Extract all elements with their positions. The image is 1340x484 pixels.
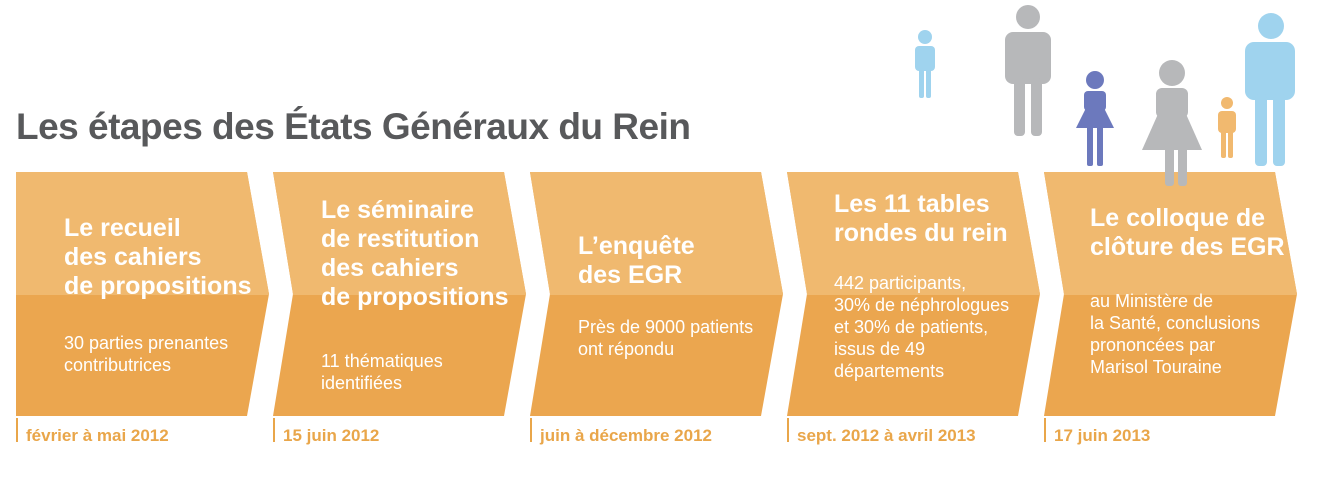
- step-3-desc-line: ont répondu: [578, 339, 675, 359]
- step-4-title: Les 11 tables rondes du rein: [834, 190, 1008, 248]
- step-5-date: 17 juin 2013: [1054, 426, 1151, 445]
- child-icon: [915, 30, 935, 98]
- step-1-title-line: Le recueil: [64, 214, 181, 242]
- step-4-desc-line: issus de 49: [834, 339, 926, 359]
- step-2-arrow: [273, 172, 526, 295]
- step-3-date: juin à décembre 2012: [540, 426, 712, 445]
- step-4-title-line: Les 11 tables: [834, 190, 990, 218]
- step-2-title: Le séminaire de restitution des cahiers …: [321, 196, 509, 312]
- step-1-description: 30 parties prenantes contributrices: [64, 332, 228, 376]
- step-3-title-line: des EGR: [578, 261, 683, 289]
- step-4-arrow: [787, 172, 1040, 295]
- step-4-desc-line: et 30% de patients,: [834, 317, 989, 337]
- step-5-desc-line: la Santé, conclusions: [1090, 313, 1261, 333]
- step-2-desc-line: 11 thématiques: [321, 351, 443, 371]
- step-2-desc-line: identifiées: [321, 373, 403, 393]
- step-4-desc-line: 30% de néphrologues: [834, 295, 1010, 315]
- step-2-title-line: des cahiers: [321, 254, 459, 282]
- step-3-title: L’enquête des EGR: [578, 232, 695, 290]
- step-2-description: 11 thématiques identifiées: [321, 350, 443, 394]
- step-5-arrow: [1044, 172, 1297, 295]
- step-2-title-line: Le séminaire: [321, 196, 474, 224]
- people-illustration: [915, 5, 1295, 186]
- step-3-description: Près de 9000 patients ont répondu: [578, 316, 753, 360]
- step-1-title-line: des cahiers: [64, 243, 202, 271]
- date-tick: [273, 418, 275, 442]
- man-icon: [1245, 13, 1295, 166]
- date-tick: [787, 418, 789, 442]
- step-3-desc-line: Près de 9000 patients: [578, 317, 754, 337]
- step-3-title-line: L’enquête: [578, 232, 695, 260]
- page-title: Les étapes des États Généraux du Rein: [16, 106, 691, 147]
- step-5-description: au Ministère de la Santé, conclusions pr…: [1090, 290, 1260, 378]
- woman-icon: [1142, 60, 1202, 186]
- step-1-title-line: de propositions: [64, 272, 252, 300]
- step-5-title-line: Le colloque de: [1090, 204, 1266, 232]
- step-1-desc-line: contributrices: [64, 355, 172, 375]
- step-2-title-line: de propositions: [321, 283, 509, 311]
- date-tick: [530, 418, 532, 442]
- step-1-date: février à mai 2012: [26, 426, 169, 445]
- step-4-desc-line: 442 participants,: [834, 273, 967, 293]
- boy-icon: [1218, 97, 1236, 158]
- step-5-desc-line: prononcées par: [1090, 335, 1216, 355]
- step-1-desc-line: 30 parties prenantes: [64, 333, 229, 353]
- step-4-description: 442 participants, 30% de néphrologues et…: [834, 272, 1009, 382]
- step-5-title: Le colloque de clôture des EGR: [1090, 204, 1285, 262]
- step-2-title-line: de restitution: [321, 225, 480, 253]
- step-4-desc-line: départements: [834, 361, 945, 381]
- date-tick: [16, 418, 18, 442]
- man-icon: [1005, 5, 1051, 136]
- step-2-date: 15 juin 2012: [283, 426, 380, 445]
- date-tick: [1044, 418, 1046, 442]
- step-4-title-line: rondes du rein: [834, 219, 1008, 247]
- step-1-arrow: [16, 172, 269, 295]
- step-1-title: Le recueil des cahiers de propositions: [64, 214, 252, 301]
- step-4-date: sept. 2012 à avril 2013: [797, 426, 976, 445]
- step-5-desc-line: au Ministère de: [1090, 291, 1214, 311]
- step-5-desc-line: Marisol Touraine: [1090, 357, 1222, 377]
- girl-icon: [1076, 71, 1114, 166]
- step-3-arrow: [530, 172, 783, 295]
- step-5-title-line: clôture des EGR: [1090, 233, 1285, 261]
